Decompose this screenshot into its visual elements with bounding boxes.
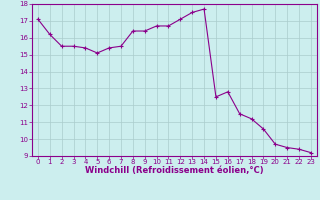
X-axis label: Windchill (Refroidissement éolien,°C): Windchill (Refroidissement éolien,°C) xyxy=(85,166,264,175)
